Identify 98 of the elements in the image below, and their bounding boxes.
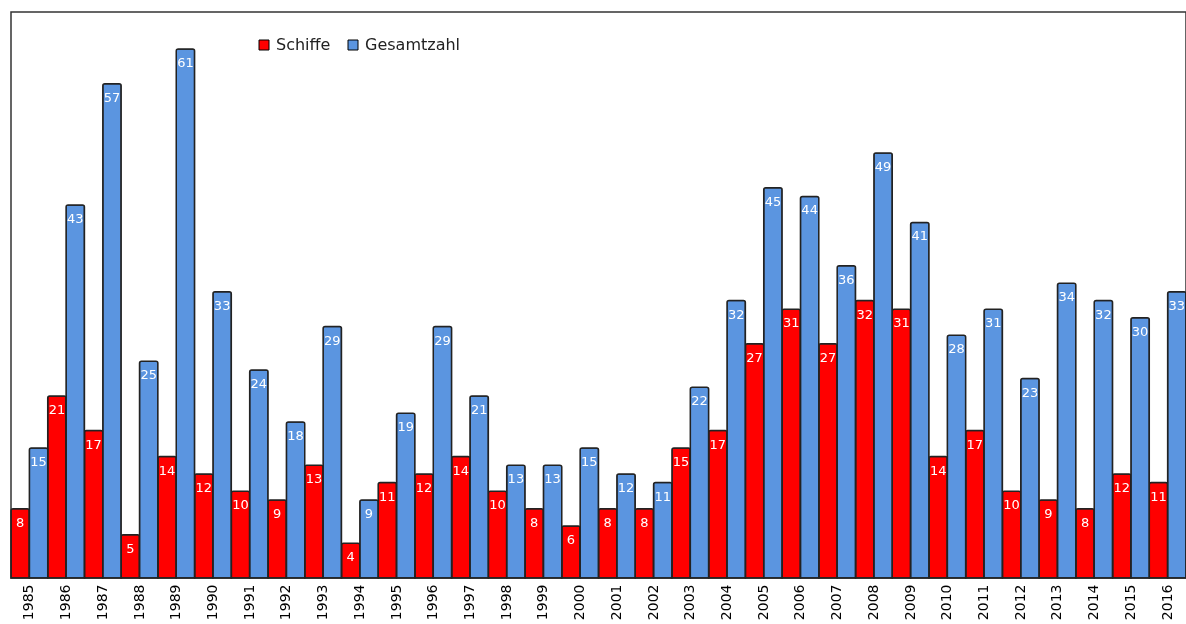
data-label: 22 [691, 393, 708, 409]
data-label: 32 [856, 306, 873, 322]
data-label: 24 [250, 375, 268, 391]
data-label: 17 [709, 436, 727, 452]
data-label: 9 [273, 505, 282, 521]
x-tick-label: 2013 [1048, 584, 1065, 621]
data-label: 36 [838, 271, 855, 287]
data-label: 9 [1044, 505, 1053, 521]
x-tick-label: 2001 [607, 584, 624, 621]
x-tick-label: 2005 [754, 584, 771, 621]
x-tick-label: 1991 [240, 584, 257, 621]
x-tick-label: 1993 [314, 584, 331, 621]
data-label: 11 [379, 488, 396, 504]
data-label: 15 [581, 453, 598, 469]
data-label: 44 [801, 202, 818, 218]
data-label: 27 [819, 349, 837, 365]
data-label: 8 [640, 514, 649, 530]
data-label: 6 [566, 531, 576, 547]
x-tick-label: 2009 [901, 584, 918, 621]
data-label: 29 [324, 332, 341, 348]
x-tick-label: 2003 [681, 584, 698, 621]
data-label: 17 [85, 436, 102, 452]
x-tick-label: 1987 [93, 584, 110, 621]
data-label: 49 [874, 159, 892, 175]
data-label: 10 [489, 497, 506, 513]
data-label: 12 [415, 479, 433, 495]
x-tick-label: 2010 [938, 584, 955, 621]
data-label: 33 [213, 297, 231, 313]
data-label: 12 [1113, 479, 1131, 495]
data-label: 8 [1080, 514, 1090, 530]
data-label: 61 [177, 55, 194, 71]
data-label: 32 [727, 306, 745, 322]
data-label: 27 [746, 349, 763, 365]
data-label: 15 [30, 453, 47, 469]
data-label: 41 [911, 228, 929, 244]
x-tick-label: 2006 [791, 584, 808, 621]
data-label: 21 [470, 401, 488, 417]
x-tick-label: 2014 [1085, 584, 1102, 621]
data-label: 4 [346, 549, 355, 565]
data-label: 14 [929, 462, 947, 478]
data-label: 30 [1131, 323, 1149, 339]
x-tick-label: 1998 [497, 584, 514, 621]
data-label: 45 [764, 193, 782, 209]
data-label: 13 [507, 471, 525, 487]
x-tick-label: 1985 [20, 584, 37, 621]
data-label: 10 [232, 497, 249, 513]
data-label: 9 [364, 505, 374, 521]
data-label: 14 [158, 462, 176, 478]
data-label: 34 [1058, 289, 1075, 305]
x-tick-label: 2002 [644, 584, 661, 621]
data-label: 32 [1095, 306, 1112, 322]
data-label: 10 [1003, 497, 1020, 513]
x-tick-label: 2004 [718, 584, 735, 621]
x-tick-label: 1988 [130, 584, 147, 621]
data-label: 31 [893, 315, 910, 331]
data-label: 33 [1168, 297, 1186, 313]
data-label: 17 [966, 436, 984, 452]
x-tick-label: 1989 [167, 584, 184, 621]
legend-label: Schiffe [276, 35, 331, 54]
data-label: 13 [305, 471, 323, 487]
data-label: 8 [530, 514, 539, 530]
x-tick-label: 2015 [1121, 584, 1138, 621]
x-tick-label: 1995 [387, 584, 404, 621]
data-label: 11 [1150, 488, 1167, 504]
x-tick-label: 1992 [277, 584, 294, 621]
data-label: 28 [948, 341, 965, 357]
data-label: 31 [783, 315, 800, 331]
x-tick-label: 2011 [975, 584, 992, 621]
x-tick-label: 1996 [424, 584, 441, 621]
data-label: 25 [140, 367, 157, 383]
data-label: 43 [66, 211, 84, 227]
data-label: 8 [603, 514, 612, 530]
data-label: 11 [654, 488, 672, 504]
data-label: 21 [48, 401, 66, 417]
data-label: 14 [452, 462, 470, 478]
data-label: 23 [1021, 384, 1039, 400]
x-tick-label: 1990 [203, 584, 220, 621]
data-label: 31 [984, 315, 1002, 331]
x-tick-label: 2007 [828, 584, 845, 621]
data-label: 5 [126, 540, 135, 556]
data-label: 19 [397, 419, 414, 435]
data-label: 29 [434, 332, 451, 348]
data-label: 8 [16, 514, 25, 530]
x-tick-label: 1986 [57, 584, 74, 621]
x-tick-label: 1997 [460, 584, 477, 621]
x-tick-label: 2008 [864, 584, 881, 621]
x-tick-label: 1999 [534, 584, 551, 621]
data-label: 12 [617, 479, 635, 495]
data-label: 12 [195, 479, 213, 495]
x-tick-label: 2000 [571, 584, 588, 621]
legend-label: Gesamtzahl [365, 35, 461, 54]
x-tick-label: 2016 [1158, 584, 1175, 621]
data-label: 15 [672, 453, 690, 469]
data-label: 18 [287, 427, 304, 443]
data-label: 13 [544, 471, 561, 487]
x-tick-label: 1994 [350, 584, 367, 621]
data-label: 57 [103, 89, 121, 105]
x-tick-label: 2012 [1011, 584, 1028, 621]
